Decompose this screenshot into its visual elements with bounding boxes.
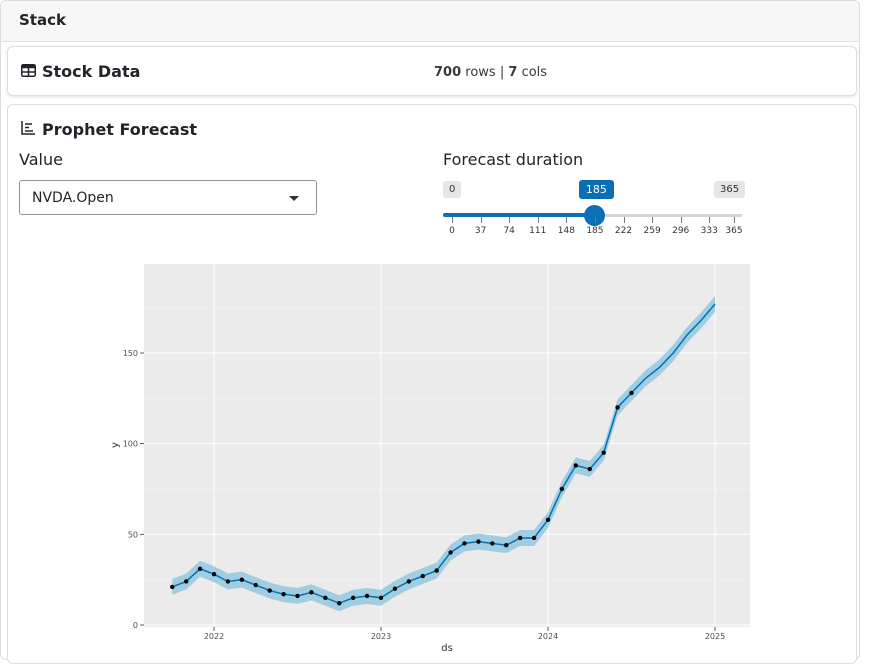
plot-panel [144, 264, 750, 627]
observed-point [545, 517, 551, 523]
observed-point [337, 601, 342, 606]
observed-point [504, 543, 509, 548]
observed-point [183, 579, 189, 584]
col-count: 7 [508, 65, 518, 80]
observed-point [434, 568, 439, 573]
y-tick-label: 50 [128, 530, 138, 539]
observed-point [587, 466, 592, 472]
slider-handle[interactable] [585, 206, 605, 225]
observed-point [476, 539, 481, 544]
observed-point [225, 579, 231, 584]
y-tick-label: 0 [133, 621, 138, 630]
observed-point [462, 541, 467, 546]
slider-tick-mark [709, 217, 711, 223]
observed-point [420, 573, 425, 579]
x-axis-label: ds [441, 643, 453, 651]
data-summary: 700 rows | 7 cols [434, 65, 547, 80]
slider-tick-mark [452, 217, 453, 223]
rows-word: rows [465, 65, 496, 80]
slider-tick-mark [594, 217, 596, 223]
stock-data-title: Stock Data [21, 62, 140, 81]
cols-word: cols [521, 65, 548, 80]
slider-min-badge: 0 [443, 181, 462, 198]
observed-point [253, 582, 258, 588]
y-tick-label: 150 [123, 349, 138, 358]
observed-point [170, 584, 175, 590]
x-tick-label: 2025 [705, 632, 725, 641]
table-icon [21, 62, 36, 81]
slider-fill [443, 213, 595, 217]
slider-tick-mark [652, 217, 654, 223]
slider-tick-label: 111 [529, 226, 547, 236]
slider-tick-mark [537, 217, 539, 223]
slider-max-badge: 365 [714, 181, 746, 198]
stock-data-card: Stock Data 700 rows | 7 cols [7, 46, 857, 96]
observed-point [406, 579, 412, 584]
slider-tick-mark [680, 217, 682, 223]
x-tick-label: 2022 [204, 632, 224, 641]
y-axis-label: y [110, 442, 121, 448]
observed-point [309, 590, 314, 595]
observed-point [531, 535, 537, 541]
value-select[interactable]: NVDA.Open [19, 180, 317, 215]
observed-point [629, 390, 634, 396]
uncertainty-band [172, 296, 715, 612]
slider-tick-label: 148 [557, 226, 575, 236]
slider-tick-label: 296 [672, 226, 690, 236]
observed-point [267, 588, 272, 593]
slider-tick-label: 365 [725, 226, 743, 236]
observed-point [448, 550, 453, 555]
observed-point [601, 450, 606, 455]
observed-point [517, 535, 523, 541]
forecast-title-text: Prophet Forecast [42, 120, 197, 139]
x-tick-label: 2024 [538, 632, 558, 641]
stack-title: Stack [19, 11, 66, 29]
slider-tick-label: 333 [700, 226, 718, 236]
observed-point [559, 486, 565, 492]
duration-label: Forecast duration [443, 150, 584, 169]
slider-tick-mark [623, 217, 625, 223]
observed-point [573, 463, 579, 468]
forecast-line [171, 303, 716, 605]
y-tick-label: 100 [123, 440, 138, 449]
observed-point [323, 595, 328, 600]
slider-tick-mark [734, 217, 735, 223]
stock-data-title-text: Stock Data [42, 62, 141, 81]
observed-point [490, 541, 495, 546]
observed-point [392, 586, 398, 591]
observed-point [239, 577, 245, 582]
chevron-down-icon [289, 196, 299, 201]
slider-tick-label: 259 [643, 226, 661, 236]
stack-header: Stack [1, 1, 859, 42]
x-tick-label: 2023 [371, 632, 391, 641]
slider-tick-mark [480, 217, 482, 223]
slider-tick-label: 37 [474, 226, 487, 236]
observed-point [295, 593, 300, 599]
value-label: Value [19, 150, 63, 169]
row-count: 700 [434, 65, 462, 80]
slider-tick-label: 74 [503, 226, 515, 236]
slider-tick-label: 222 [614, 226, 633, 236]
observed-point [211, 572, 217, 577]
summary-separator: | [499, 65, 505, 80]
slider-value-badge: 185 [578, 180, 614, 199]
slider-tick-label: 0 [449, 226, 455, 236]
observed-point [281, 591, 286, 597]
slider-tick-label: 185 [586, 226, 604, 236]
observed-point [350, 595, 356, 600]
slider-tick-mark [509, 217, 511, 223]
observed-point [364, 593, 370, 599]
observed-point [378, 595, 384, 600]
forecast-title: Prophet Forecast [21, 120, 197, 139]
chart-icon [21, 120, 36, 139]
select-value: NVDA.Open [32, 190, 114, 206]
slider-tick-mark [566, 217, 568, 223]
observed-point [197, 566, 203, 571]
observed-point [615, 405, 620, 410]
